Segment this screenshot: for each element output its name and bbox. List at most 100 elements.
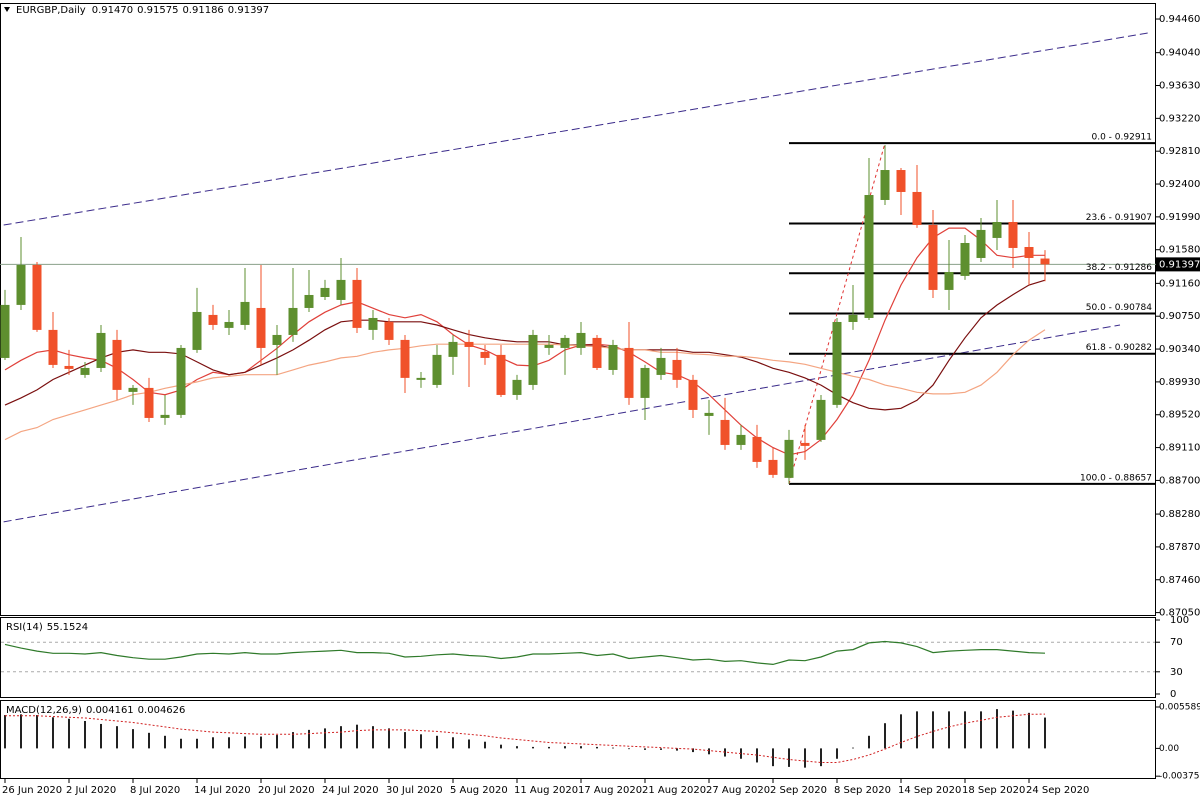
macd-bar bbox=[468, 739, 470, 749]
fib-label: 0.0 - 0.92911 bbox=[1092, 133, 1153, 143]
macd-bar bbox=[628, 748, 630, 750]
candle-body bbox=[896, 170, 906, 192]
candle-body bbox=[960, 242, 970, 276]
y-tick-label: 0.88700 bbox=[1159, 475, 1200, 486]
macd-bar bbox=[820, 748, 822, 767]
candle-body bbox=[944, 271, 954, 290]
candle-body bbox=[720, 419, 730, 445]
candle-body bbox=[0, 304, 10, 358]
macd-header: MACD(12,26,9) 0.004161 0.004626 bbox=[6, 705, 185, 716]
candle-body bbox=[448, 341, 458, 357]
macd-bar bbox=[212, 737, 214, 749]
macd-bar bbox=[500, 744, 502, 749]
x-tick-label: 21 Aug 2020 bbox=[642, 785, 706, 796]
x-tick-label: 26 Jun 2020 bbox=[2, 785, 62, 796]
y-tick-label: 0.90340 bbox=[1159, 344, 1200, 355]
macd-bar bbox=[804, 748, 806, 768]
x-tick-label: 11 Aug 2020 bbox=[514, 785, 578, 796]
macd-bar bbox=[916, 711, 918, 749]
macd-bar bbox=[84, 720, 86, 749]
candle-body bbox=[336, 279, 346, 300]
candle-body bbox=[816, 399, 826, 440]
macd-bar bbox=[1028, 712, 1030, 749]
ohlc-high: 0.91575 bbox=[137, 5, 178, 16]
macd-bar bbox=[356, 724, 358, 749]
signal-line bbox=[5, 713, 1046, 763]
y-tick-label: 0.93220 bbox=[1159, 113, 1200, 124]
candle-body bbox=[864, 195, 874, 318]
candle-body bbox=[512, 379, 522, 395]
macd-bar bbox=[900, 714, 902, 749]
candle-body bbox=[304, 294, 314, 308]
y-tick-label: 0.89520 bbox=[1159, 410, 1200, 421]
macd-bar bbox=[164, 735, 166, 749]
macd-bar bbox=[532, 746, 534, 749]
x-tick-label: 14 Jul 2020 bbox=[194, 785, 251, 796]
macd-bar bbox=[436, 735, 438, 749]
y-tick-label: -0.003753 bbox=[1159, 772, 1200, 782]
candle-body bbox=[352, 279, 362, 328]
candle-body bbox=[1024, 246, 1034, 258]
candle-body bbox=[400, 339, 410, 378]
rsi-title: RSI(14) bbox=[6, 622, 43, 633]
macd-bar bbox=[68, 718, 70, 749]
macd-bar bbox=[868, 735, 870, 749]
fib-label: 50.0 - 0.90784 bbox=[1086, 303, 1152, 313]
candle-body bbox=[48, 329, 58, 365]
candle-body bbox=[272, 334, 282, 345]
x-tick-label: 20 Jul 2020 bbox=[258, 785, 315, 796]
candle-body bbox=[224, 321, 234, 328]
y-tick-label: 0.89110 bbox=[1159, 443, 1200, 454]
macd-bar bbox=[324, 728, 326, 749]
candle-body bbox=[912, 191, 922, 225]
price-tag-label: 0.91397 bbox=[1159, 259, 1200, 270]
macd-title: MACD(12,26,9) bbox=[6, 705, 82, 716]
macd-bar bbox=[116, 726, 118, 749]
candle-body bbox=[880, 170, 890, 200]
y-tick-label: 0.88280 bbox=[1159, 509, 1200, 520]
macd-bar bbox=[644, 748, 646, 750]
x-tick-label: 2 Jul 2020 bbox=[66, 785, 116, 796]
macd-bar bbox=[948, 711, 950, 749]
candle-body bbox=[672, 359, 682, 380]
y-tick-label: 0.87050 bbox=[1159, 608, 1200, 619]
macd-bar bbox=[4, 715, 6, 749]
candle-body bbox=[256, 307, 266, 348]
macd-bar bbox=[660, 748, 662, 750]
macd-bar bbox=[372, 726, 374, 749]
channel-lower bbox=[0, 324, 1121, 523]
macd-bar bbox=[404, 732, 406, 749]
candle-body bbox=[1008, 222, 1018, 248]
candle-body bbox=[16, 264, 26, 305]
x-tick-label: 8 Jul 2020 bbox=[130, 785, 180, 796]
macd-panel bbox=[0, 700, 1156, 779]
candle-body bbox=[768, 459, 778, 475]
macd-bar bbox=[148, 732, 150, 749]
macd-bar bbox=[980, 711, 982, 749]
candle-body bbox=[96, 332, 106, 368]
y-tick-label: 0.005589 bbox=[1159, 703, 1200, 713]
candle-body bbox=[464, 341, 474, 347]
rsi-line bbox=[4, 640, 1046, 666]
price-tag bbox=[1156, 257, 1200, 272]
macd-bar bbox=[340, 726, 342, 749]
macd-bar bbox=[52, 717, 54, 749]
y-tick-label: 0.94460 bbox=[1159, 14, 1200, 25]
macd-bar bbox=[180, 738, 182, 749]
candle-body bbox=[832, 321, 842, 405]
x-tick-label: 14 Sep 2020 bbox=[898, 785, 961, 796]
candle-body bbox=[784, 439, 794, 478]
x-tick-label: 17 Aug 2020 bbox=[578, 785, 642, 796]
candle-body bbox=[432, 354, 442, 385]
x-tick-label: 5 Aug 2020 bbox=[450, 785, 508, 796]
ohlc-low: 0.91186 bbox=[182, 5, 223, 16]
rsi-panel bbox=[0, 617, 1156, 698]
candle-body bbox=[752, 436, 762, 462]
candle-body bbox=[1040, 258, 1050, 265]
candle-body bbox=[688, 379, 698, 410]
macd-bar bbox=[708, 748, 710, 755]
macd-bar bbox=[580, 746, 582, 749]
candle-body bbox=[656, 357, 666, 375]
